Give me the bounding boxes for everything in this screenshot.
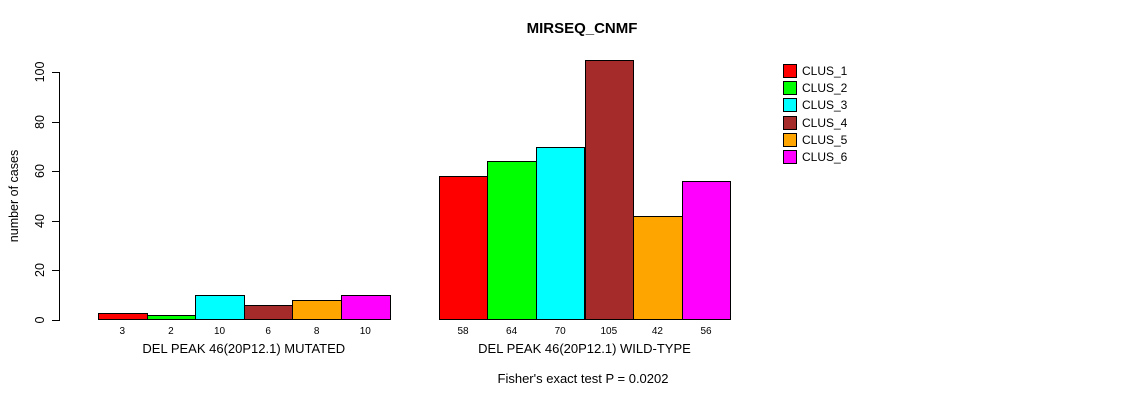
bar-mutated-clus-4 xyxy=(243,305,294,320)
bar-value-label: 10 xyxy=(213,326,226,337)
bar-value-label: 64 xyxy=(506,326,518,337)
bar-value-label: 3 xyxy=(119,326,126,337)
legend-swatch-clus-4 xyxy=(783,115,797,130)
group-label-mutated: DEL PEAK 46(20P12.1) MUTATED xyxy=(142,341,346,356)
bar-mutated-clus-1 xyxy=(98,312,148,320)
y-axis-tick-label: 60 xyxy=(33,164,47,179)
legend-swatch-clus-6 xyxy=(783,150,797,165)
bar-value-label: 10 xyxy=(359,326,371,337)
y-axis-tick xyxy=(52,270,59,272)
bar-value-label: 6 xyxy=(265,326,271,337)
chart-title: MIRSEQ_CNMF xyxy=(526,20,638,37)
y-axis-tick xyxy=(52,171,59,173)
bar-wild-type-clus-3 xyxy=(535,146,586,320)
bar-wild-type-clus-5 xyxy=(633,215,683,320)
legend-label: CLUS_1 xyxy=(802,63,848,78)
group-label-wild-type: DEL PEAK 46(20P12.1) WILD-TYPE xyxy=(478,341,691,356)
y-axis-tick xyxy=(52,320,59,321)
bar-mutated-clus-2 xyxy=(146,315,197,320)
bar-wild-type-clus-6 xyxy=(681,181,732,320)
legend-label: CLUS_5 xyxy=(802,132,848,147)
bar-wild-type-clus-4 xyxy=(584,59,635,320)
bar-value-label: 2 xyxy=(168,326,174,337)
bar-value-label: 8 xyxy=(313,326,320,337)
bar-mutated-clus-6 xyxy=(341,295,391,320)
legend-swatch-clus-2 xyxy=(783,80,797,95)
y-axis-tick xyxy=(52,220,59,222)
y-axis-line xyxy=(59,72,60,321)
legend-item-clus-2: CLUS_2 xyxy=(783,79,847,96)
y-axis-tick xyxy=(52,121,59,123)
bar-wild-type-clus-2 xyxy=(487,161,537,320)
legend-item-clus-5: CLUS_5 xyxy=(783,131,847,148)
legend-label: CLUS_6 xyxy=(802,150,848,165)
y-axis-tick-label: 80 xyxy=(33,114,47,129)
legend-swatch-clus-3 xyxy=(783,98,797,113)
y-axis-tick xyxy=(52,72,59,74)
legend-label: CLUS_2 xyxy=(802,80,848,95)
legend: CLUS_1 CLUS_2 CLUS_3 CLUS_4 CLUS_5 CLUS_6 xyxy=(783,62,847,166)
bar-value-label: 42 xyxy=(651,326,663,337)
bar-wild-type-clus-1 xyxy=(438,176,489,320)
bar-mutated-clus-3 xyxy=(195,295,245,320)
y-axis-title: number of cases xyxy=(7,149,21,243)
legend-label: CLUS_3 xyxy=(802,98,848,113)
y-axis-tick-label: 40 xyxy=(33,213,47,228)
bar-value-label: 56 xyxy=(700,326,712,337)
legend-item-clus-3: CLUS_3 xyxy=(783,97,847,114)
legend-swatch-clus-5 xyxy=(783,132,797,147)
y-axis-tick-label: 0 xyxy=(33,316,47,324)
legend-item-clus-6: CLUS_6 xyxy=(783,148,847,165)
legend-label: CLUS_4 xyxy=(802,115,848,130)
bar-value-label: 105 xyxy=(600,326,618,337)
y-axis-tick-label: 20 xyxy=(33,263,47,278)
bar-value-label: 58 xyxy=(457,326,469,337)
y-axis-tick-label: 100 xyxy=(33,61,47,83)
legend-item-clus-1: CLUS_1 xyxy=(783,62,847,79)
bar-value-label: 70 xyxy=(554,326,566,337)
legend-item-clus-4: CLUS_4 xyxy=(783,114,847,131)
bar-mutated-clus-5 xyxy=(292,300,342,320)
fisher-test-annotation: Fisher's exact test P = 0.0202 xyxy=(497,371,669,386)
legend-swatch-clus-1 xyxy=(783,63,797,78)
